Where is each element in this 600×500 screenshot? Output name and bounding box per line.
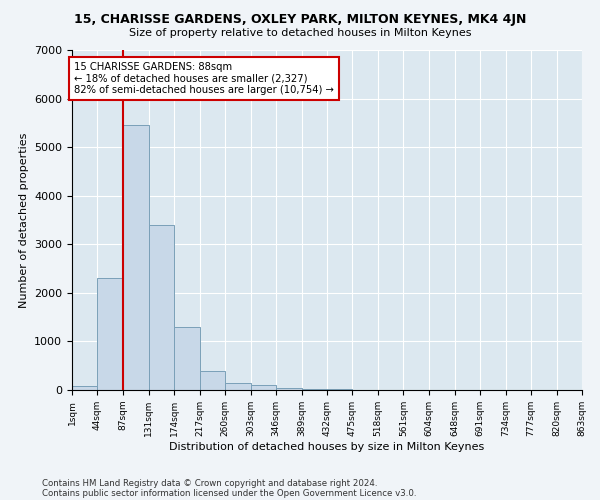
Bar — [251, 385, 276, 390]
Text: 15, CHARISSE GARDENS, OXLEY PARK, MILTON KEYNES, MK4 4JN: 15, CHARISSE GARDENS, OXLEY PARK, MILTON… — [74, 12, 526, 26]
Bar — [175, 327, 200, 390]
Bar — [149, 225, 175, 390]
Text: 15 CHARISSE GARDENS: 88sqm
← 18% of detached houses are smaller (2,327)
82% of s: 15 CHARISSE GARDENS: 88sqm ← 18% of deta… — [74, 62, 334, 96]
Text: Contains public sector information licensed under the Open Government Licence v3: Contains public sector information licen… — [42, 488, 416, 498]
X-axis label: Distribution of detached houses by size in Milton Keynes: Distribution of detached houses by size … — [169, 442, 485, 452]
Bar — [200, 370, 225, 390]
Bar — [72, 386, 97, 390]
Text: Size of property relative to detached houses in Milton Keynes: Size of property relative to detached ho… — [129, 28, 471, 38]
Y-axis label: Number of detached properties: Number of detached properties — [19, 132, 29, 308]
Bar — [225, 382, 251, 390]
Bar — [123, 126, 149, 390]
Bar — [302, 388, 327, 390]
Bar — [97, 278, 123, 390]
Text: Contains HM Land Registry data © Crown copyright and database right 2024.: Contains HM Land Registry data © Crown c… — [42, 478, 377, 488]
Bar — [276, 388, 302, 390]
